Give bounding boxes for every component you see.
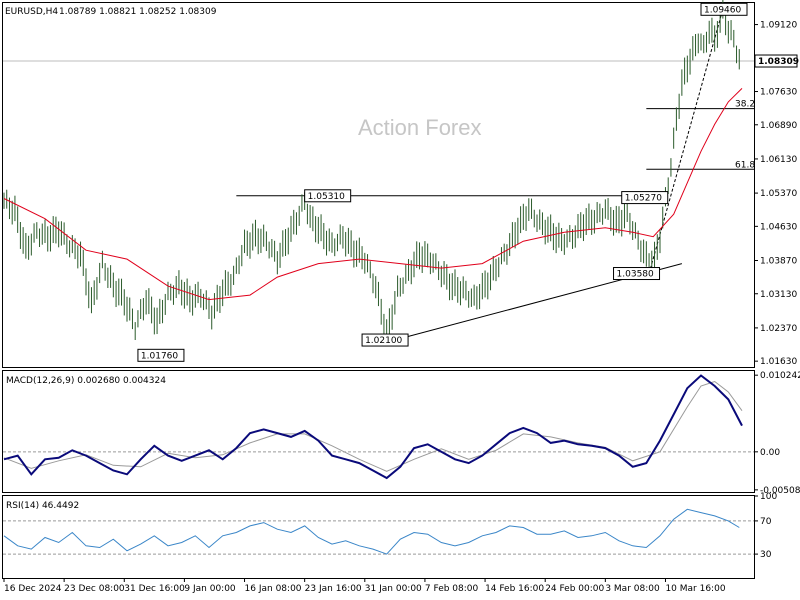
rsi-axis-tick-label: 70: [760, 517, 772, 527]
chart-header-symbol: EURUSD,H4: [5, 7, 58, 17]
fib-level-label: 61.8: [735, 160, 755, 170]
x-axis-label: 16 Dec 2024: [4, 584, 62, 594]
x-axis-label: 7 Feb 08:00: [425, 584, 479, 594]
x-axis-label: 16 Jan 08:00: [245, 584, 302, 594]
price-panel[interactable]: [2, 2, 755, 368]
x-axis-label: 31 Dec 16:00: [124, 584, 185, 594]
x-axis-label: 31 Jan 00:00: [365, 584, 422, 594]
price-axis-tick-label: 1.04630: [760, 222, 797, 232]
moving-average-line: [3, 88, 743, 301]
macd-header: MACD(12,26,9) 0.002680 0.004324: [6, 376, 166, 386]
price-axis-tick-label: 1.03870: [760, 256, 797, 266]
price-annotation-box: [304, 189, 352, 203]
chart-header-ohlc: 1.08789 1.08821 1.08252 1.08309: [59, 7, 217, 17]
price-annotation-box: [700, 2, 748, 16]
projection-line: [648, 9, 724, 274]
price-axis-tick-label: 1.03130: [760, 290, 797, 300]
price-axis-tick-label: 1.05370: [760, 189, 797, 199]
price-annotation-label: 1.01760: [141, 351, 178, 361]
x-axis-label: 23 Dec 08:00: [64, 584, 125, 594]
rsi-axis-tick-label: 30: [760, 550, 772, 560]
price-axis-tick-label: 1.07630: [760, 88, 797, 98]
price-annotation-box: [613, 267, 661, 281]
current-price-box: [754, 54, 798, 68]
rsi-line: [3, 508, 740, 555]
price-axis-tick-label: 1.01630: [760, 357, 797, 367]
price-annotation-box: [361, 333, 409, 347]
x-axis-label: 9 Jan 00:00: [184, 584, 236, 594]
price-axis-tick-label: 1.09120: [760, 21, 797, 31]
price-annotation-label: 1.09460: [704, 5, 741, 15]
fib-level-label: 38.2: [735, 100, 755, 110]
macd-axis-tick-label: 0.00: [760, 448, 780, 458]
x-axis-label: 24 Feb 00:00: [545, 584, 604, 594]
price-annotation-label: 1.02100: [365, 336, 402, 346]
rsi-panel[interactable]: [2, 495, 755, 579]
price-axis-tick-label: 1.06890: [760, 121, 797, 131]
price-annotation-label: 1.03580: [617, 270, 654, 280]
price-axis-tick-label: 1.06130: [760, 155, 797, 165]
macd-axis-tick-label: 0.010242: [760, 371, 800, 381]
rsi-axis-tick-label: 100: [760, 492, 777, 502]
rsi-header: RSI(14) 46.4492: [6, 501, 79, 511]
x-axis-label: 14 Feb 16:00: [485, 584, 544, 594]
x-axis-label: 23 Jan 16:00: [305, 584, 362, 594]
price-annotation-label: 1.05310: [308, 192, 345, 202]
price-annotation-label: 1.05270: [625, 194, 662, 204]
x-axis-label: 10 Mar 16:00: [665, 584, 725, 594]
watermark: Action Forex: [358, 115, 482, 140]
macd-line: [3, 374, 743, 480]
price-annotation-box: [137, 348, 185, 362]
x-axis-label: 3 Mar 08:00: [605, 584, 660, 594]
price-annotation-box: [621, 191, 669, 205]
current-price-label: 1.08309: [758, 57, 799, 67]
price-axis-tick-label: 1.02370: [760, 324, 797, 334]
